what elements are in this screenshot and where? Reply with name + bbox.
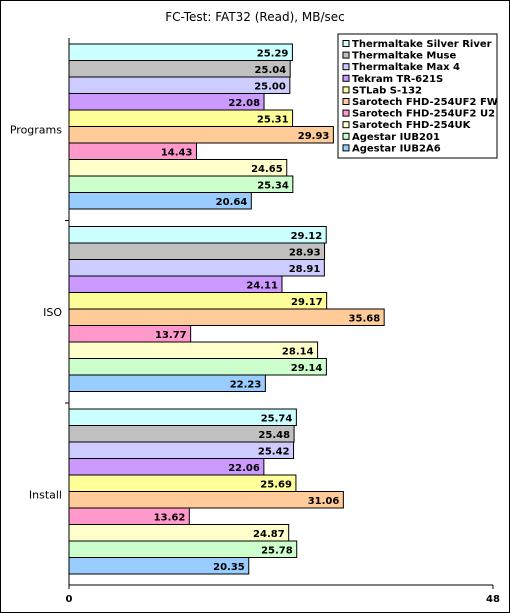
legend-swatch-thermaltake-muse [342, 51, 350, 59]
data-label-iso-sarotech-fhd-254uk: 28.14 [282, 346, 314, 357]
legend-swatch-thermaltake-silver-river [342, 40, 350, 47]
data-label-install-thermaltake-muse: 25.48 [258, 430, 290, 441]
data-label-install-sarotech-fhd-254uf2-fw: 31.06 [308, 496, 340, 507]
legend-swatch-tekram-tr-621s [342, 74, 350, 82]
data-label-programs-agestar-iub201: 25.34 [257, 180, 289, 191]
data-label-programs-agestar-iub2a6: 20.64 [216, 197, 248, 208]
chart-title: FC-Test: FAT32 (Read), MB/sec [165, 10, 345, 24]
legend-swatch-agestar-iub2a6 [342, 144, 350, 152]
legend-swatch-thermaltake-max-4 [342, 63, 350, 71]
data-label-programs-thermaltake-muse: 25.04 [255, 65, 287, 76]
category-label-programs: Programs [10, 123, 62, 136]
category-label-iso: ISO [43, 306, 62, 319]
legend-entry-thermaltake-silver-river: Thermaltake Silver River [352, 39, 492, 50]
data-label-install-agestar-iub2a6: 20.35 [213, 562, 245, 573]
legend-entry-tekram-tr-621s: Tekram TR-621S [352, 74, 443, 85]
legend-entry-agestar-iub2a6: Agestar IUB2A6 [352, 143, 441, 154]
data-label-programs-sarotech-fhd-254uf2-u2: 14.43 [161, 147, 193, 158]
data-label-iso-thermaltake-muse: 28.93 [289, 247, 321, 258]
data-label-install-sarotech-fhd-254uf2-u2: 13.62 [154, 512, 186, 523]
legend-entry-agestar-iub201: Agestar IUB201 [352, 132, 440, 143]
data-label-install-thermaltake-silver-river: 25.74 [261, 413, 293, 424]
data-label-iso-thermaltake-max-4: 28.91 [289, 264, 321, 275]
data-label-install-agestar-iub201: 25.78 [261, 545, 293, 556]
data-label-iso-agestar-iub201: 29.14 [291, 363, 323, 374]
bars-group: 25.29 25.04 25.00 22.08 25.31 29.93 14.43 24.65… [68, 43, 385, 575]
data-label-programs-sarotech-fhd-254uk: 24.65 [251, 164, 283, 175]
bar-iso-stlab-s-132 [68, 292, 328, 310]
data-label-programs-stlab-s-132: 25.31 [257, 114, 289, 125]
legend-box [337, 33, 498, 159]
legend-swatch-stlab-s-132 [342, 86, 350, 94]
data-label-iso-agestar-iub2a6: 22.23 [230, 379, 262, 390]
data-label-programs-tekram-tr-621s: 22.08 [228, 98, 260, 109]
data-label-install-stlab-s-132: 25.69 [260, 479, 292, 490]
data-label-iso-sarotech-fhd-254uf2-fw: 35.68 [349, 313, 381, 324]
category-label-install: Install [29, 488, 62, 501]
legend-entry-thermaltake-max-4: Thermaltake Max 4 [352, 62, 460, 73]
legend-swatch-sarotech-fhd-254uf2-u2 [342, 109, 350, 117]
bar-iso-thermaltake-max-4 [68, 259, 325, 277]
data-label-iso-thermaltake-silver-river: 29.12 [291, 231, 323, 242]
legend-entry-sarotech-fhd-254uf2-fw: Sarotech FHD-254UF2 FW [352, 97, 498, 108]
legend-entry-sarotech-fhd-254uk: Sarotech FHD-254UK [352, 120, 472, 131]
legend-entry-thermaltake-muse: Thermaltake Muse [352, 51, 456, 62]
legend-swatch-agestar-iub201 [342, 132, 350, 140]
legend-entry-stlab-s-132: STLab S-132 [352, 85, 422, 96]
bar-iso-thermaltake-muse [68, 242, 326, 260]
bar-iso-sarotech-fhd-254uk [68, 341, 319, 359]
data-label-install-thermaltake-max-4: 25.42 [258, 446, 290, 457]
bar-install-sarotech-fhd-254uf2-fw [68, 491, 344, 509]
legend-swatch-sarotech-fhd-254uf2-fw [342, 98, 350, 105]
axes-group: Programs ISO Install 0 48 [10, 38, 500, 605]
bar-programs-sarotech-fhd-254uf2-fw [68, 126, 334, 144]
data-label-programs-thermaltake-max-4: 25.00 [254, 81, 286, 92]
data-label-install-sarotech-fhd-254uk: 24.87 [253, 529, 285, 540]
bar-iso-thermaltake-silver-river [68, 226, 327, 244]
data-label-programs-sarotech-fhd-254uf2-fw: 29.93 [298, 131, 330, 142]
data-label-iso-stlab-s-132: 29.17 [291, 297, 323, 308]
data-label-iso-sarotech-fhd-254uf2-u2: 13.77 [155, 330, 187, 341]
data-label-programs-thermaltake-silver-river: 25.29 [257, 48, 289, 59]
data-label-install-tekram-tr-621s: 22.06 [228, 463, 260, 474]
bar-iso-sarotech-fhd-254uf2-fw [68, 308, 385, 326]
legend-swatch-sarotech-fhd-254uk [342, 121, 350, 129]
bar-iso-agestar-iub201 [68, 358, 327, 376]
data-label-iso-tekram-tr-621s: 24.11 [246, 280, 278, 291]
x-tick-label: 48 [486, 594, 500, 605]
x-tick-label: 0 [66, 594, 73, 605]
legend-entry-sarotech-fhd-254uf2-u2: Sarotech FHD-254UF2 U2 [352, 109, 495, 120]
